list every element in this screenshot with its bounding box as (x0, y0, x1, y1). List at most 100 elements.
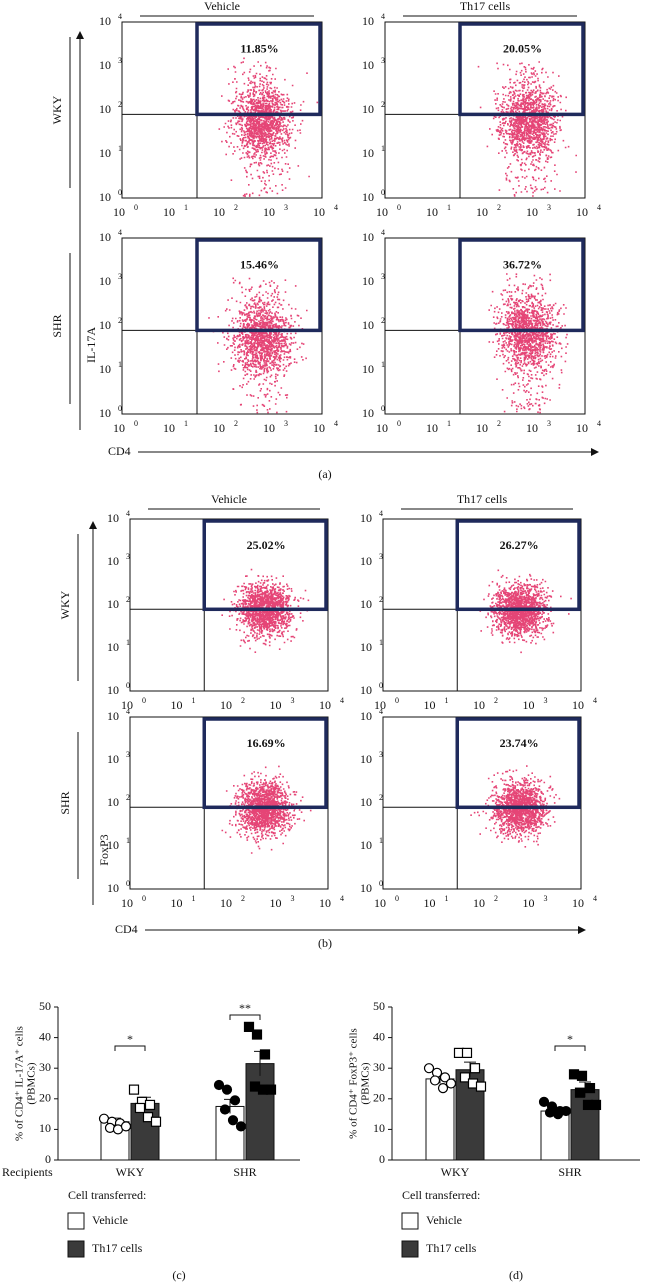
gate-percentage: 23.74% (500, 736, 539, 750)
tick-label-base: 10 (99, 362, 111, 376)
plot-frame (382, 518, 582, 692)
y-tick-label: 0 (379, 1152, 385, 1166)
x-tick-label: WKY (116, 1165, 145, 1179)
tick-label-base: 10 (360, 554, 372, 568)
tick-label-exp: 2 (118, 316, 122, 325)
gate-percentage: 26.27% (500, 538, 539, 552)
tick-label-base: 10 (99, 190, 111, 204)
tick-label-exp: 0 (397, 203, 401, 212)
y-axis-label: FoxP3 (97, 834, 111, 865)
tick-label-exp: 1 (381, 144, 385, 153)
tick-label-base: 10 (99, 274, 111, 288)
significance-label: ** (239, 1001, 251, 1015)
data-point (423, 1063, 435, 1074)
tick-label-base: 10 (171, 698, 183, 712)
gate (458, 238, 585, 333)
tick-label-base: 10 (220, 896, 232, 910)
tick-label-exp: 2 (126, 595, 130, 604)
tick-label-base: 10 (99, 318, 111, 332)
tick-label-base: 10 (107, 640, 119, 654)
significance-label: * (567, 1032, 573, 1046)
tick-label-base: 10 (362, 14, 374, 28)
data-point (445, 1078, 457, 1089)
tick-label-exp: 2 (234, 203, 238, 212)
caption: (a) (318, 467, 331, 481)
tick-label-exp: 4 (118, 12, 122, 21)
data-point (584, 1082, 596, 1094)
tick-label-base: 10 (171, 896, 183, 910)
tick-label-exp: 3 (379, 750, 383, 759)
tick-label-exp: 0 (118, 188, 122, 197)
legend-label: Th17 cells (92, 1241, 143, 1255)
tick-label-base: 10 (360, 511, 372, 525)
tick-label-base: 10 (572, 698, 584, 712)
gate-percentage: 11.85% (240, 41, 278, 55)
tick-label-base: 10 (220, 698, 232, 712)
y-tick-label: 50 (39, 999, 51, 1013)
tick-label-exp: 4 (381, 228, 385, 237)
data-point (213, 1079, 225, 1091)
gate-percentage: 20.05% (503, 41, 542, 55)
plot-frame (384, 21, 586, 199)
data-point (437, 1082, 449, 1094)
tick-label-exp: 2 (241, 696, 245, 705)
gate (195, 22, 322, 117)
column-header: Vehicle (211, 492, 247, 506)
tick-label-exp: 1 (118, 360, 122, 369)
tick-label-exp: 0 (379, 681, 383, 690)
tick-label-exp: 1 (192, 696, 196, 705)
data-point (590, 1099, 602, 1111)
tick-label-exp: 0 (142, 894, 146, 903)
event-cloud (218, 57, 319, 197)
tick-label-exp: 2 (379, 793, 383, 802)
tick-label-base: 10 (362, 362, 374, 376)
tick-label-base: 10 (374, 896, 386, 910)
tick-label-exp: 4 (334, 419, 338, 428)
tick-label-base: 10 (360, 683, 372, 697)
tick-label-exp: 4 (381, 12, 385, 21)
legend-swatch (401, 1212, 419, 1230)
x-tick-label: WKY (441, 1165, 470, 1179)
tick-label-base: 10 (121, 698, 133, 712)
y-axis-label: (PBMCs) (26, 1062, 38, 1105)
y-tick-label: 40 (39, 1029, 51, 1043)
event-cloud (479, 569, 572, 654)
tick-label-base: 10 (473, 896, 485, 910)
tick-label-base: 10 (376, 205, 388, 219)
tick-label-base: 10 (362, 406, 374, 420)
tick-label-exp: 0 (134, 419, 138, 428)
tick-label-base: 10 (476, 205, 488, 219)
tick-label-base: 10 (523, 698, 535, 712)
tick-label-base: 10 (362, 230, 374, 244)
tick-label-base: 10 (360, 709, 372, 723)
gate-percentage: 25.02% (247, 538, 286, 552)
legend-swatch (401, 1240, 419, 1258)
tick-label-exp: 1 (381, 360, 385, 369)
tick-label-base: 10 (163, 205, 175, 219)
data-point (243, 1021, 255, 1032)
tick-label-base: 10 (572, 896, 584, 910)
tick-label-base: 10 (113, 205, 125, 219)
caption: (c) (172, 1268, 185, 1282)
caption: (b) (318, 936, 332, 950)
tick-label-base: 10 (107, 881, 119, 895)
tick-label-base: 10 (107, 795, 119, 809)
tick-label-exp: 3 (381, 56, 385, 65)
gate-percentage: 15.46% (240, 257, 279, 271)
tick-label-exp: 3 (126, 552, 130, 561)
data-point (251, 1029, 263, 1040)
tick-label-exp: 3 (284, 203, 288, 212)
tick-label-base: 10 (113, 421, 125, 435)
legend-swatch (67, 1240, 85, 1258)
event-cloud (488, 273, 569, 414)
tick-label-exp: 4 (126, 509, 130, 518)
tick-label-exp: 2 (381, 100, 385, 109)
gate-percentage: 16.69% (247, 736, 286, 750)
tick-label-exp: 1 (379, 638, 383, 647)
y-tick-label: 40 (373, 1029, 385, 1043)
legend-label: Vehicle (426, 1213, 462, 1227)
tick-label-base: 10 (426, 421, 438, 435)
data-point (574, 1087, 586, 1098)
data-point (150, 1116, 162, 1127)
tick-label-base: 10 (576, 205, 588, 219)
